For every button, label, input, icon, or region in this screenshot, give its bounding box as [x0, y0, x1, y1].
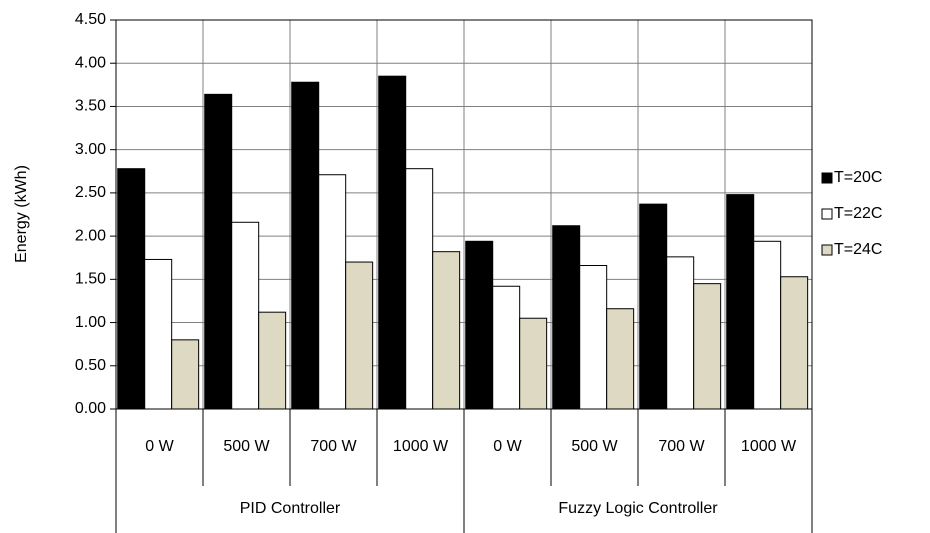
bar [552, 225, 581, 410]
bar [231, 221, 260, 410]
legend-label: T=20C [834, 169, 882, 186]
bar [780, 276, 809, 410]
bar [753, 240, 782, 410]
legend-label: T=22C [834, 205, 882, 222]
legend-swatch [821, 172, 833, 184]
group-label: PID Controller [240, 500, 341, 517]
y-tick-label: 1.00 [75, 314, 106, 331]
bar [606, 308, 635, 410]
legend-swatch [821, 208, 833, 220]
bar [144, 258, 173, 410]
y-tick-label: 2.00 [75, 227, 106, 244]
bar [258, 311, 287, 410]
bar [405, 168, 434, 410]
x-tick-label: 500 W [571, 438, 618, 455]
x-tick-label: 0 W [493, 438, 522, 455]
bar [726, 194, 755, 410]
x-tick-label: 500 W [223, 438, 270, 455]
bar [519, 317, 548, 410]
bar [345, 261, 374, 410]
bar [291, 81, 320, 410]
bar [492, 285, 521, 410]
x-tick-label: 1000 W [393, 438, 449, 455]
bar [204, 93, 233, 410]
bar [465, 240, 494, 410]
bar [432, 251, 461, 410]
y-tick-label: 1.50 [75, 271, 106, 288]
y-tick-label: 4.50 [75, 11, 106, 28]
bar [666, 256, 695, 410]
x-tick-label: 700 W [658, 438, 705, 455]
group-label: Fuzzy Logic Controller [558, 500, 718, 517]
y-tick-label: 3.50 [75, 98, 106, 115]
x-tick-label: 700 W [310, 438, 357, 455]
legend-swatch [821, 244, 833, 256]
y-tick-label: 4.00 [75, 54, 106, 71]
x-tick-label: 0 W [145, 438, 174, 455]
y-tick-label: 2.50 [75, 184, 106, 201]
y-tick-label: 0.00 [75, 400, 106, 417]
bar [639, 203, 668, 410]
bar [693, 283, 722, 410]
bar [579, 265, 608, 410]
x-tick-label: 1000 W [741, 438, 797, 455]
bar [318, 174, 347, 410]
y-tick-label: 0.50 [75, 357, 106, 374]
legend-label: T=24C [834, 241, 882, 258]
y-tick-label: 3.00 [75, 141, 106, 158]
y-axis-label: Energy (kWh) [13, 165, 30, 263]
bar [117, 168, 146, 410]
bar [378, 75, 407, 410]
bar [171, 339, 200, 410]
